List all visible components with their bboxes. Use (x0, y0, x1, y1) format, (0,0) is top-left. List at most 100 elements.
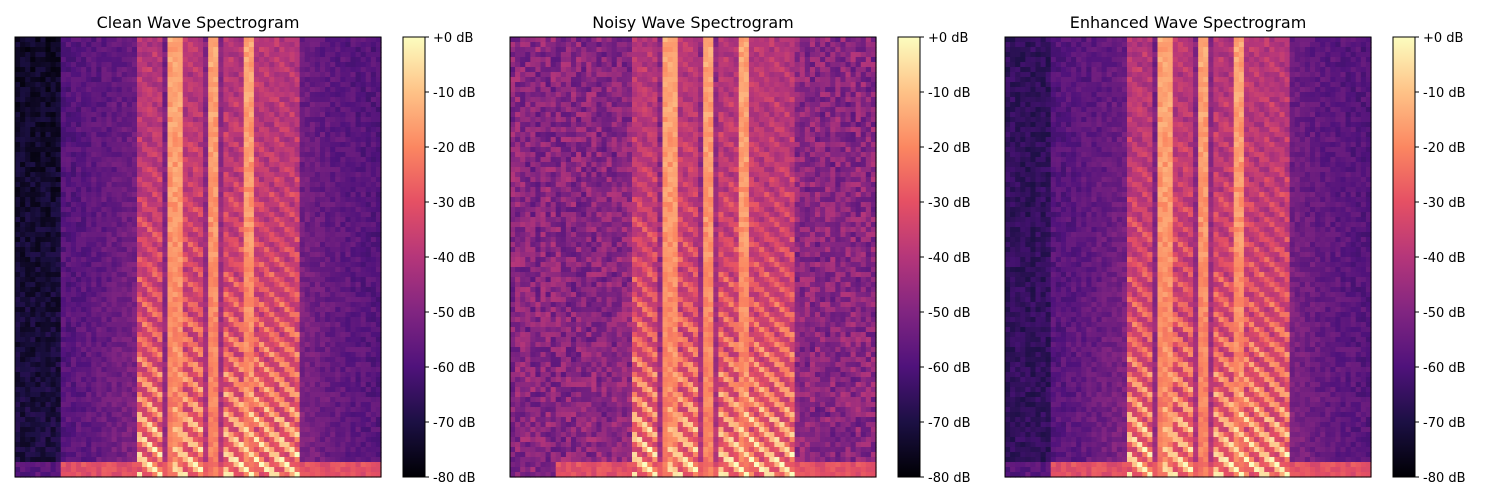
heatmap-cell (167, 312, 174, 318)
heatmap-cell (91, 122, 97, 128)
heatmap-cell (213, 52, 219, 58)
heatmap-cell (228, 462, 235, 468)
heatmap-cell (81, 357, 87, 363)
heatmap-cell (86, 362, 92, 368)
heatmap-cell (137, 207, 143, 213)
heatmap-cell (228, 192, 235, 198)
heatmap-cell (157, 197, 164, 203)
heatmap-cell (152, 222, 158, 228)
heatmap-cell (198, 342, 204, 348)
heatmap-cell (177, 247, 184, 253)
heatmap-cell (233, 207, 240, 213)
heatmap-cell (131, 382, 138, 388)
heatmap-cell (233, 217, 240, 223)
heatmap-cell (172, 212, 179, 218)
heatmap-cell (172, 62, 179, 68)
heatmap-cell (157, 427, 164, 433)
heatmap-cell (289, 157, 296, 163)
heatmap-cell (70, 452, 77, 458)
heatmap-cell (76, 147, 82, 153)
heatmap-cell (142, 382, 148, 388)
heatmap-cell (40, 432, 47, 438)
heatmap-cell (30, 447, 36, 453)
heatmap-cell (101, 277, 108, 283)
heatmap-cell (177, 457, 184, 463)
heatmap-cell (30, 202, 36, 208)
heatmap-cell (248, 202, 255, 208)
heatmap-cell (106, 407, 113, 413)
heatmap-cell (223, 452, 230, 458)
heatmap-cell (91, 322, 97, 328)
heatmap-cell (289, 192, 296, 198)
heatmap-cell (96, 277, 103, 283)
heatmap-cell (35, 337, 42, 343)
heatmap-cell (40, 397, 47, 403)
heatmap-cell (182, 232, 189, 238)
heatmap-cell (284, 62, 291, 68)
heatmap-cell (284, 122, 291, 128)
heatmap-cell (213, 252, 219, 258)
heatmap-cell (279, 362, 286, 368)
heatmap-cell (106, 462, 113, 468)
heatmap-cell (233, 37, 240, 43)
heatmap-cell (152, 417, 158, 423)
heatmap-cell (50, 247, 57, 253)
heatmap-cell (55, 327, 62, 333)
heatmap-cell (116, 352, 123, 358)
heatmap-cell (131, 342, 138, 348)
heatmap-cell (192, 392, 199, 398)
heatmap-cell (248, 402, 255, 408)
heatmap-cell (137, 332, 143, 338)
heatmap-cell (172, 472, 179, 478)
heatmap-cell (299, 167, 306, 173)
heatmap-cell (218, 112, 225, 118)
heatmap-cell (198, 142, 204, 148)
heatmap-cell (137, 407, 143, 413)
heatmap-cell (106, 372, 113, 378)
heatmap-cell (65, 357, 72, 363)
heatmap-cell (65, 287, 72, 293)
heatmap-cell (50, 132, 57, 138)
heatmap-cell (91, 52, 97, 58)
heatmap-cell (157, 202, 164, 208)
heatmap-cell (274, 412, 280, 418)
heatmap-cell (142, 122, 148, 128)
heatmap-cell (142, 232, 148, 238)
heatmap-cell (121, 352, 128, 358)
heatmap-cell (248, 57, 255, 63)
heatmap-cell (65, 162, 72, 168)
heatmap-cell (126, 152, 133, 158)
heatmap-cell (294, 77, 301, 83)
heatmap-cell (172, 342, 179, 348)
heatmap-cell (269, 317, 275, 323)
heatmap-cell (40, 172, 47, 178)
heatmap-cell (106, 227, 113, 233)
heatmap-cell (20, 187, 26, 193)
heatmap-cell (131, 37, 138, 43)
heatmap-cell (142, 152, 148, 158)
heatmap-cell (70, 467, 77, 473)
heatmap-cell (269, 392, 275, 398)
heatmap-cell (162, 187, 169, 193)
heatmap-cell (126, 62, 133, 68)
heatmap-cell (279, 397, 286, 403)
heatmap-cell (208, 407, 214, 413)
heatmap-cell (157, 382, 164, 388)
heatmap-cell (208, 197, 214, 203)
heatmap-cell (45, 207, 52, 213)
heatmap-cell (259, 397, 265, 403)
heatmap-cell (25, 222, 31, 228)
heatmap-cell (228, 102, 235, 108)
heatmap-cell (213, 417, 219, 423)
heatmap-cell (172, 297, 179, 303)
heatmap-cell (218, 187, 225, 193)
heatmap-cell (81, 152, 87, 158)
heatmap-cell (116, 242, 123, 248)
heatmap-cell (60, 117, 67, 123)
heatmap-cell (238, 242, 245, 248)
heatmap-cell (213, 162, 219, 168)
heatmap-cell (253, 212, 260, 218)
heatmap-cell (116, 47, 123, 53)
heatmap-cell (172, 207, 179, 213)
heatmap-cell (101, 252, 108, 258)
